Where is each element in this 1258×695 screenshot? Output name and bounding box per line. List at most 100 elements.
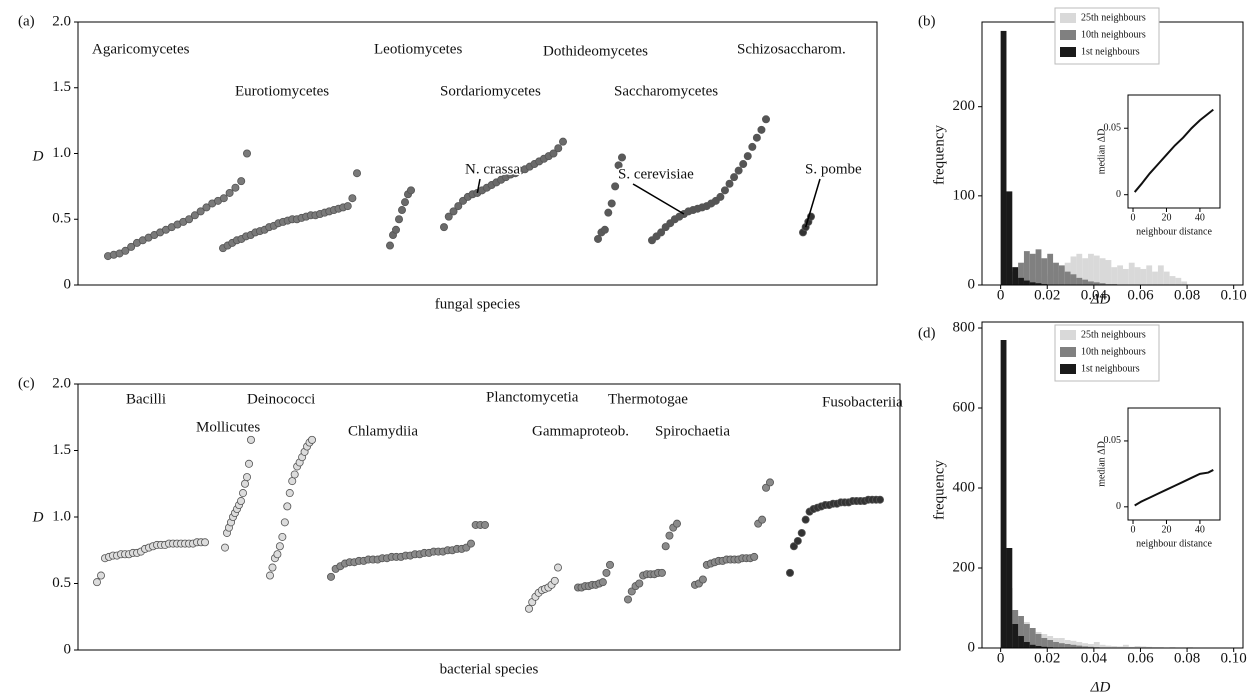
point [307, 435, 316, 444]
hist-bar [1134, 646, 1141, 648]
hist-bar [1128, 646, 1135, 648]
annotation-line [476, 178, 481, 194]
inset-x-label: neighbour distance [1136, 226, 1212, 237]
hist-bar [1041, 646, 1048, 648]
panel-label: (c) [18, 375, 35, 391]
x-tick-label: 40 [1195, 524, 1205, 535]
hist-bar [1093, 255, 1100, 285]
y-axis-label: frequency [931, 460, 947, 520]
hist-bar [1053, 262, 1059, 285]
hist-bar [1082, 646, 1089, 648]
y-tick-label: 800 [953, 319, 976, 335]
hist-bar [1175, 277, 1182, 285]
inset-frame [1127, 94, 1221, 209]
y-axis-label: D [32, 148, 44, 164]
point [121, 246, 130, 255]
point [698, 575, 707, 584]
y-tick-label: 0 [968, 276, 976, 292]
x-tick-label: 0.04 [1081, 650, 1108, 666]
point [554, 144, 563, 153]
y-tick-label: 200 [953, 98, 976, 114]
point [725, 179, 734, 188]
hist-bar [1018, 616, 1024, 648]
hist-bar [1099, 283, 1106, 285]
inset-frame [1127, 407, 1221, 521]
hist-bar [1076, 645, 1083, 648]
hist-bar [1082, 643, 1089, 648]
hist-bar [1018, 277, 1024, 285]
hist-bar [1093, 282, 1100, 285]
point [185, 215, 194, 224]
legend-label: 25th neighbours [1081, 329, 1146, 340]
point [766, 478, 775, 487]
x-tick-label: 40 [1195, 212, 1205, 223]
legend-label: 10th neighbours [1081, 346, 1146, 357]
group-label: Gammaproteob. [532, 423, 629, 439]
point [275, 542, 284, 551]
point [757, 125, 766, 134]
hist-bar [1058, 265, 1065, 285]
y-axis-label: D [32, 509, 44, 525]
hist-bar [1047, 640, 1054, 648]
point [93, 578, 102, 587]
hist-bar [1058, 638, 1065, 648]
annotation: S. cerevisiae [618, 166, 694, 182]
point [627, 587, 636, 596]
point [236, 497, 245, 506]
hist-bar [1041, 638, 1048, 648]
hist-bar [1000, 340, 1007, 648]
point [268, 563, 277, 572]
hist-bar [1122, 644, 1129, 648]
hist-bar [1012, 267, 1019, 285]
point [594, 234, 603, 243]
hist-bar [1076, 642, 1083, 648]
hist-bar [1076, 277, 1083, 285]
group-label: Schizosaccharom. [737, 41, 846, 57]
point [598, 578, 607, 587]
y-tick-label: 0.05 [1104, 123, 1122, 134]
x-tick-label: 0.02 [1034, 650, 1060, 666]
point [801, 515, 810, 524]
point [343, 202, 352, 211]
point [397, 206, 406, 215]
hist-bar [1070, 256, 1077, 285]
hist-bar [1053, 642, 1059, 648]
hist-bar [1018, 636, 1024, 648]
legend-swatch [1060, 347, 1076, 357]
point [607, 199, 616, 208]
hist-bar [1023, 624, 1030, 648]
group-label: Saccharomycetes [614, 83, 718, 99]
y-tick-label: 400 [953, 479, 976, 495]
hist-bar [1006, 191, 1013, 285]
hist-bar [1105, 260, 1112, 285]
legend-swatch [1060, 13, 1076, 23]
legend-swatch [1060, 30, 1076, 40]
point [762, 115, 771, 124]
point [283, 502, 292, 511]
point [449, 207, 458, 216]
y-tick-label: 0.5 [52, 575, 71, 591]
x-tick-label: 0 [1131, 524, 1136, 535]
group-label: Planctomycetia [486, 389, 579, 405]
point [127, 242, 136, 251]
x-axis-label: fungal species [435, 296, 521, 312]
point [466, 539, 475, 548]
hist-bar [1181, 281, 1188, 285]
panel-label: (a) [18, 13, 35, 29]
inset-x-label: neighbour distance [1136, 538, 1212, 549]
x-tick-label: 0.08 [1174, 287, 1200, 303]
point [554, 563, 563, 572]
point [352, 169, 361, 178]
point [406, 186, 415, 195]
point [665, 531, 674, 540]
x-tick-label: 0.06 [1127, 287, 1154, 303]
hist-bar [1082, 258, 1089, 285]
x-axis-label: ΔD [1090, 291, 1111, 307]
y-tick-label: 2.0 [52, 13, 71, 29]
hist-bar [1146, 265, 1153, 285]
group-label: Fusobacteriia [822, 394, 903, 410]
y-tick-label: 1.0 [52, 145, 71, 161]
hist-bar [1140, 268, 1147, 285]
group-label: Mollicutes [196, 419, 260, 435]
y-tick-label: 0 [64, 276, 72, 292]
